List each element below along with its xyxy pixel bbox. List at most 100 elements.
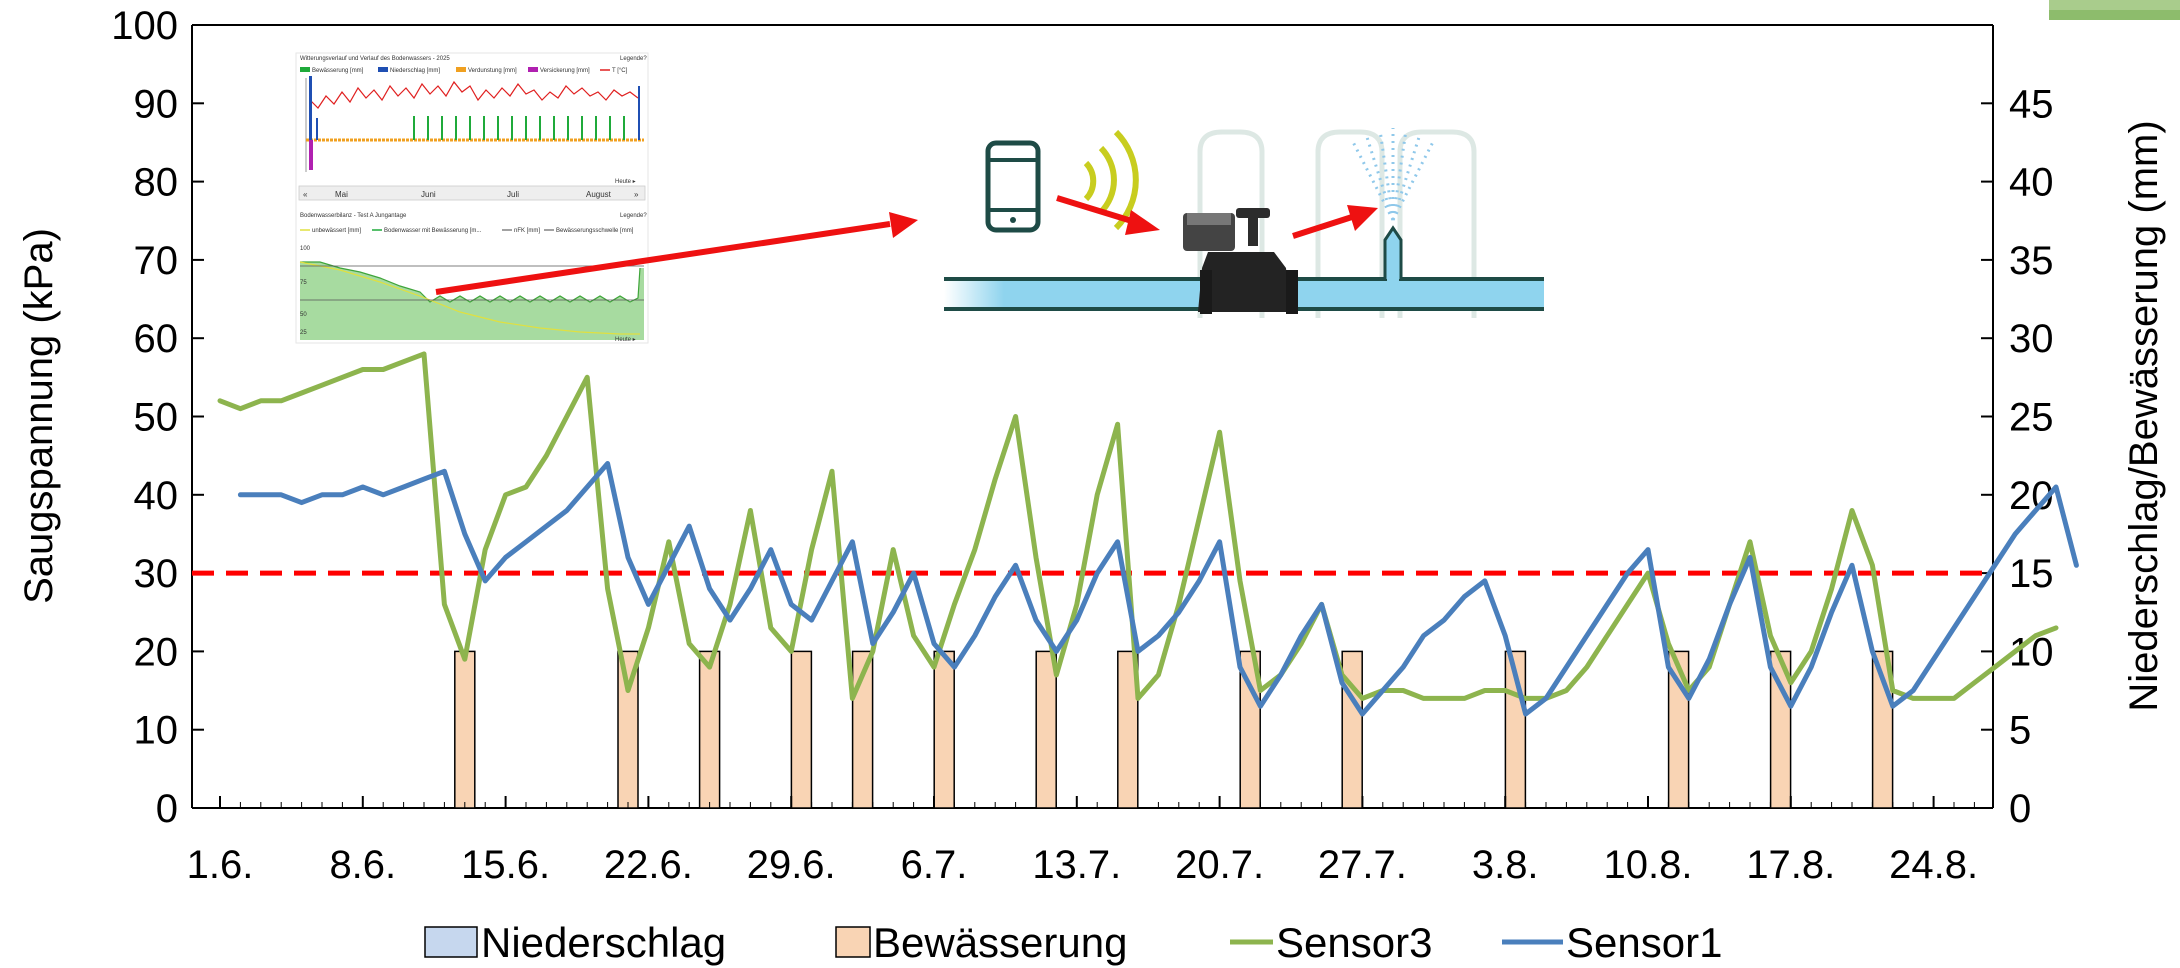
inset-ytick-75: 75 xyxy=(300,280,307,286)
inset-bottom-legend-3: Bewässerungsschwelle [mm] xyxy=(556,228,634,234)
arrow-head xyxy=(889,212,918,238)
inset-legend-versickerung: Versickerung [mm] xyxy=(540,68,590,74)
inset-month-bar xyxy=(298,185,646,201)
inset-heute-bottom: Heute ▸ xyxy=(615,337,636,343)
spray-line xyxy=(1378,129,1395,221)
irrigation-bar xyxy=(454,650,476,809)
legend-label-niederschlag: Niederschlag xyxy=(481,919,726,966)
inset-unirrigated-line xyxy=(299,261,640,335)
inset-legend-temp: T [°C] xyxy=(612,68,628,74)
x-tick-label: 6.7. xyxy=(901,843,968,887)
series-lines xyxy=(217,351,2079,717)
smartphone-icon xyxy=(985,140,1041,233)
logo-green-bar xyxy=(2049,10,2180,20)
inset-niederschlag-bar xyxy=(309,76,312,140)
series-line-sensor1 xyxy=(237,461,2079,717)
inset-nav-prev: « xyxy=(303,190,308,199)
y-tick-label: 20 xyxy=(134,630,179,674)
inset-legend-swatch-versickerung xyxy=(528,67,538,72)
inset-month-juli: Juli xyxy=(507,190,519,199)
x-tick-label: 29.6. xyxy=(747,843,836,887)
arrow-head xyxy=(1125,210,1160,235)
y-tick-label: 100 xyxy=(111,4,178,48)
y-tick-label: 30 xyxy=(134,552,179,596)
x-tick-label: 3.8. xyxy=(1472,843,1539,887)
arrow-valve-to-sprinkler xyxy=(1292,205,1378,239)
legend-label-sensor1: Sensor1 xyxy=(1566,919,1722,966)
spray-line xyxy=(1391,139,1436,221)
x-tick-label: 8.6. xyxy=(329,843,396,887)
sprinkler-spray-icon xyxy=(1350,128,1436,221)
inset-legend-bewaesserung: Bewässerung [mm] xyxy=(312,68,364,74)
valve-handle xyxy=(1236,208,1270,218)
y-tick-label: 50 xyxy=(134,396,179,440)
logo-fragment xyxy=(2049,0,2180,20)
inset-legend-niederschlag: Niederschlag [mm] xyxy=(390,68,440,74)
arrow-shaft xyxy=(1292,214,1353,239)
inset-ytick-100: 100 xyxy=(300,246,311,252)
inset-soil-water-line xyxy=(300,261,641,303)
arrow-shaft xyxy=(435,221,891,295)
legend-label-bewaesserung: Bewässerung xyxy=(873,919,1127,966)
x-tick-label: 24.8. xyxy=(1889,843,1978,887)
inset-temperature-line xyxy=(309,80,639,109)
inset-legend-swatch-verdunstung xyxy=(456,67,466,72)
inset-month-mai: Mai xyxy=(335,190,348,199)
arrow-inset-to-phone xyxy=(435,212,918,295)
inset-month-juni: Juni xyxy=(421,190,436,199)
inset-ytick-50: 50 xyxy=(300,312,307,318)
valve-flange-right xyxy=(1286,270,1298,314)
spray-line xyxy=(1391,129,1408,221)
y2-tick-label: 0 xyxy=(2009,787,2031,831)
inset-niederschlag-bar-2 xyxy=(316,118,318,140)
x-tick-label: 15.6. xyxy=(461,843,550,887)
legend-swatch-niederschlag xyxy=(424,926,478,958)
legend-swatch-bewaesserung xyxy=(835,926,871,958)
phone-body xyxy=(985,140,1041,233)
x-tick-label: 27.7. xyxy=(1318,843,1407,887)
inset-irrigation-bars xyxy=(413,116,625,140)
inset-legend-swatch-niederschlag xyxy=(378,67,388,72)
inset-versickerung-bar xyxy=(309,140,313,170)
tree-1 xyxy=(1197,129,1265,318)
inset-bottom-link: Legende? xyxy=(620,213,647,219)
inset-top-legend: Bewässerung [mm] Niederschlag [mm] Verdu… xyxy=(300,67,628,74)
arrow-head xyxy=(1347,205,1378,231)
irrigation-bar xyxy=(790,650,813,809)
irrigation-bar xyxy=(1239,650,1261,809)
valve-body xyxy=(1198,252,1290,312)
spray-line xyxy=(1364,133,1395,221)
valve-stem xyxy=(1248,216,1258,246)
inset-niederschlag-bar-3 xyxy=(638,86,640,140)
inset-month-nav: « Mai Juni Juli August » Heute ▸ xyxy=(298,179,646,201)
inset-dashboard-screenshot: Witterungsverlauf und Verlauf des Bodenw… xyxy=(295,52,649,344)
irrigation-bar xyxy=(1117,650,1139,809)
legend-label-sensor3: Sensor3 xyxy=(1276,919,1432,966)
wifi-arc-2 xyxy=(1098,145,1117,215)
series-line-sensor3 xyxy=(217,351,2059,701)
valve-flange-left xyxy=(1200,270,1212,314)
irrigation-bar xyxy=(1035,650,1057,809)
inset-bottom-legend: unbewässert [mm] Bodenwasser mit Bewässe… xyxy=(300,228,634,234)
y2-tick-label: 5 xyxy=(2009,709,2031,753)
valve-actuator-top xyxy=(1187,213,1231,225)
inset-bottom-legend-2: nFK [mm] xyxy=(514,228,540,234)
inset-heute-top: Heute ▸ xyxy=(615,179,636,185)
y2-tick-label: 45 xyxy=(2009,82,2054,126)
inset-bottom-legend-0: unbewässert [mm] xyxy=(312,228,361,234)
tree-3 xyxy=(1397,129,1477,318)
spray-line xyxy=(1350,139,1395,221)
sprinkler-riser xyxy=(1383,225,1403,279)
y2-tick-label: 30 xyxy=(2009,317,2054,361)
arrow-phone-to-valve xyxy=(1056,195,1160,235)
y2-axis-title: Niederschlag/Bewässerung (mm) xyxy=(2122,120,2166,711)
solenoid-valve-icon xyxy=(1183,208,1298,314)
x-tick-label: 1.6. xyxy=(187,843,254,887)
x-tick-label: 10.8. xyxy=(1604,843,1693,887)
y2-tick-label: 35 xyxy=(2009,239,2054,283)
irrigation-bar xyxy=(1769,650,1792,809)
y-tick-label: 60 xyxy=(134,317,179,361)
y2-tick-label: 15 xyxy=(2009,552,2054,596)
inset-bottom-legend-1: Bodenwasser mit Bewässerung [m... xyxy=(384,228,482,234)
